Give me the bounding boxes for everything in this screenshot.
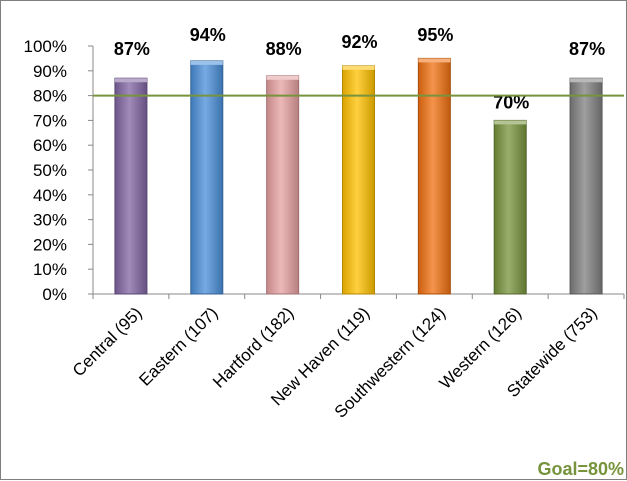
category-labels: Central (95)Eastern (107)Hartford (182)N… <box>69 303 601 421</box>
data-label: 94% <box>190 25 226 45</box>
bar <box>342 65 375 295</box>
y-tick-label: 20% <box>33 235 67 254</box>
bar-top-highlight <box>266 75 299 80</box>
data-label: 70% <box>493 92 529 112</box>
bar <box>569 77 603 295</box>
bar-top-highlight <box>570 78 603 83</box>
bar-top-highlight <box>342 65 375 70</box>
y-tick-label: 100% <box>24 37 67 56</box>
y-tick-label: 70% <box>33 111 67 130</box>
y-tick-label: 60% <box>33 136 67 155</box>
data-label: 87% <box>114 39 150 59</box>
data-label: 87% <box>569 39 605 59</box>
bar-top-highlight <box>418 58 451 63</box>
data-label: 92% <box>341 32 377 52</box>
y-tick-label: 10% <box>33 260 67 279</box>
goal-label: Goal=80% <box>537 459 624 479</box>
category-label: Eastern (107) <box>135 303 221 389</box>
y-tick-label: 80% <box>33 87 67 106</box>
y-tick-label: 0% <box>42 285 67 304</box>
data-labels: 87% 94% 88% 92% 95% 70% 87% <box>114 25 605 112</box>
bar-top-highlight <box>190 60 223 65</box>
x-axis <box>92 293 625 299</box>
bar <box>190 60 224 295</box>
y-tick-label: 30% <box>33 211 67 230</box>
y-tick-label: 90% <box>33 62 67 81</box>
bars <box>114 57 603 295</box>
bar <box>493 119 527 295</box>
y-tick-label: 50% <box>33 161 67 180</box>
data-label: 88% <box>266 39 302 59</box>
bar-top-highlight <box>114 78 147 83</box>
bar <box>114 77 148 295</box>
y-axis: 0% 10% 20% 30% 40% 50% 60% 70% 80% 90% 100% <box>24 37 94 304</box>
y-tick-label: 40% <box>33 186 67 205</box>
category-label: Central (95) <box>69 303 146 380</box>
bar <box>417 57 451 295</box>
bar <box>266 75 300 295</box>
bar-top-highlight <box>494 120 527 125</box>
data-label: 95% <box>417 25 453 45</box>
